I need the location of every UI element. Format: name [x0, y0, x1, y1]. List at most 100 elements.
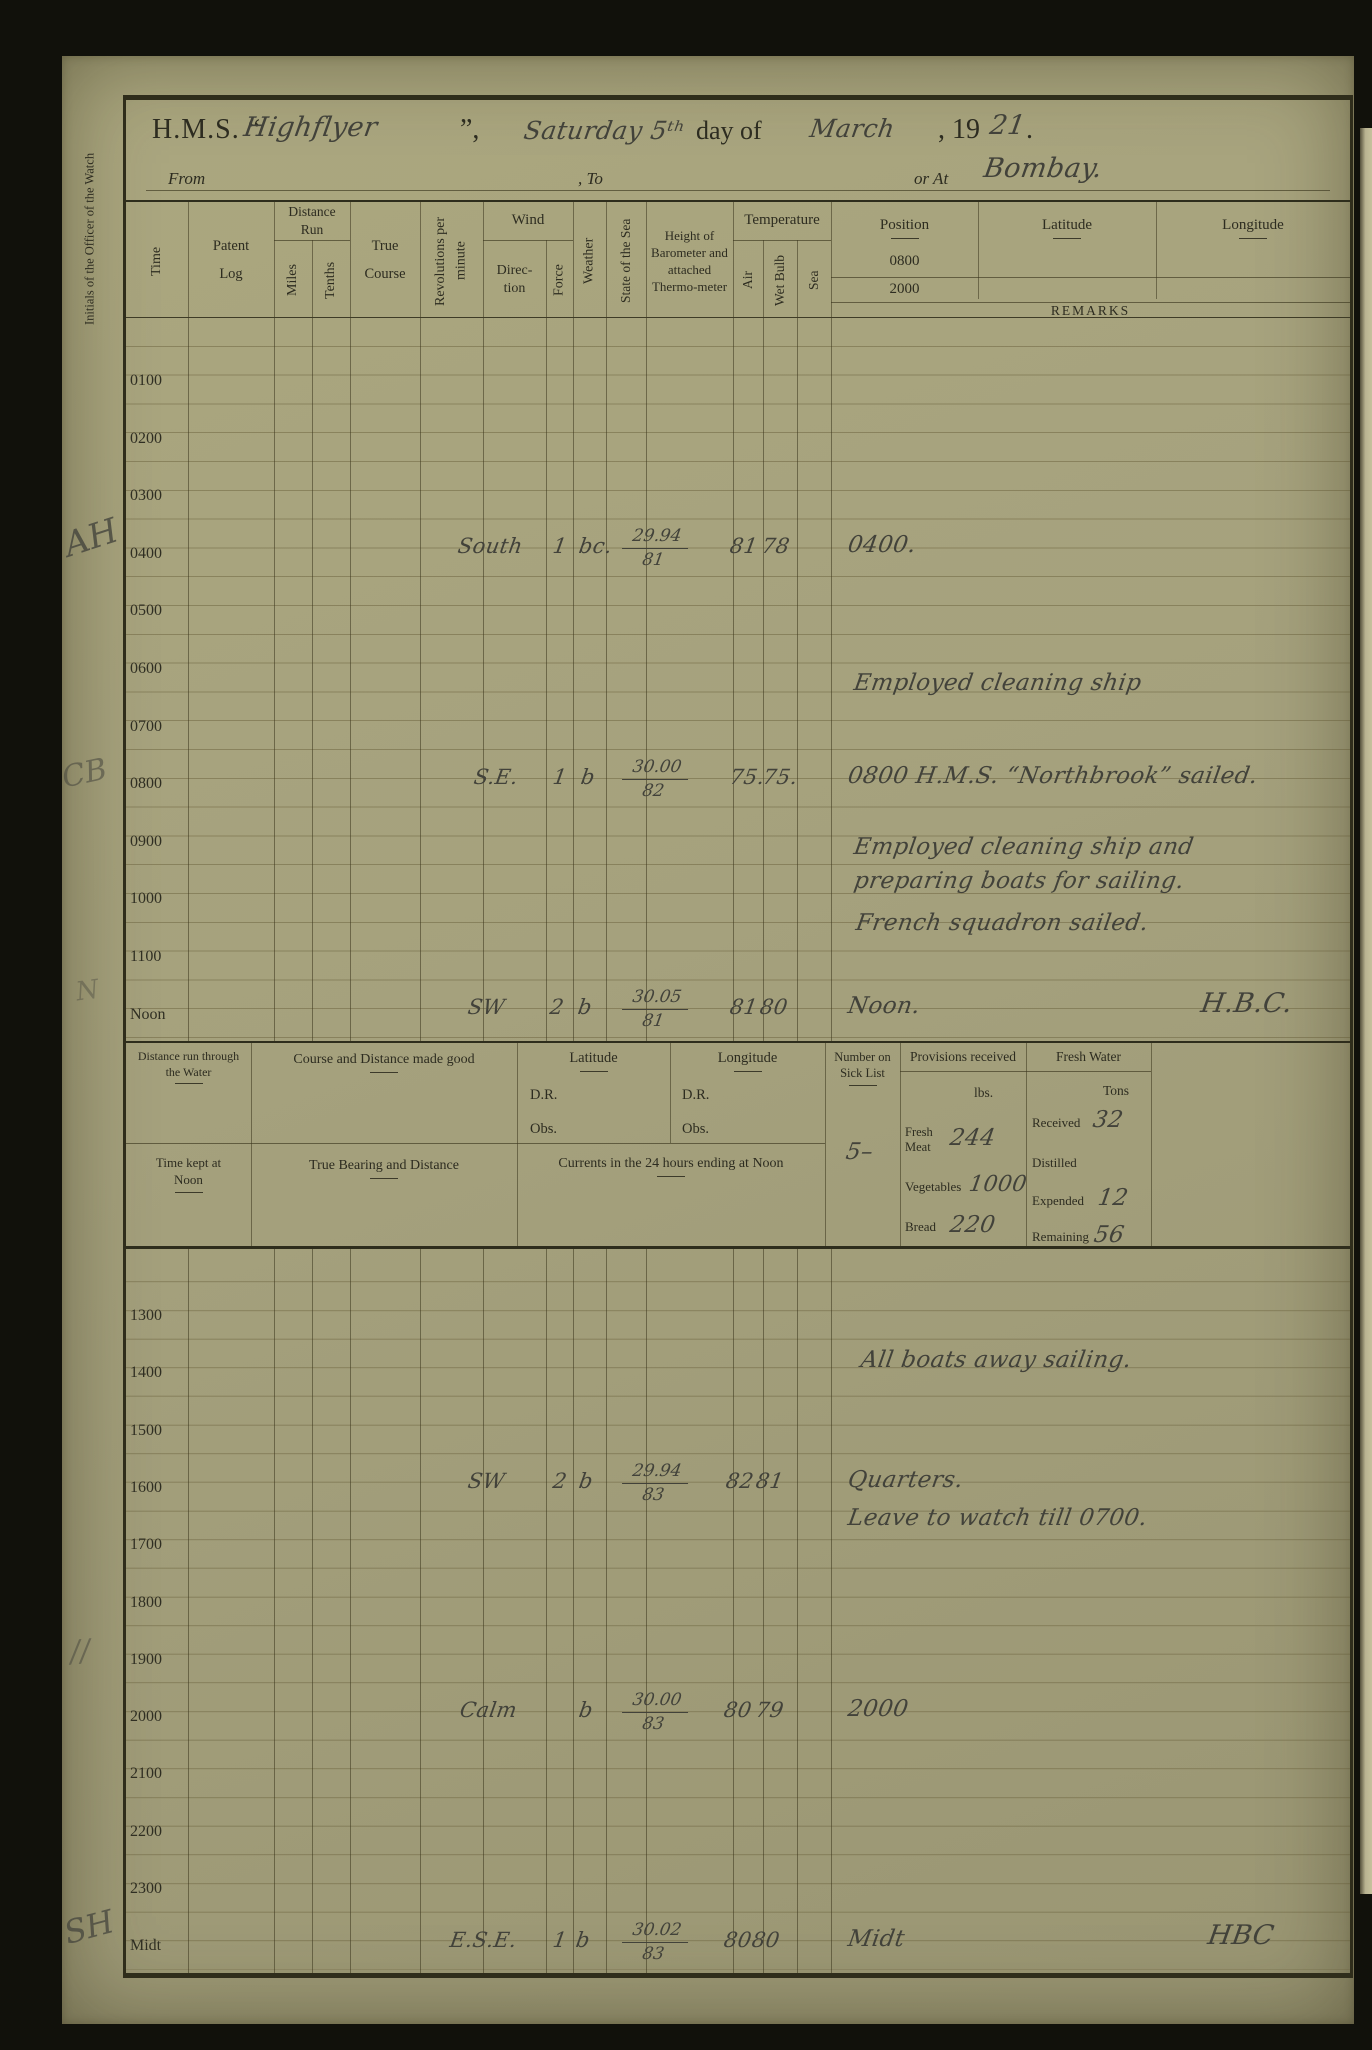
lbs-label: lbs.	[974, 1085, 994, 1100]
entry-1600-remark: Quarters.	[846, 1467, 966, 1493]
year-handwritten: 21	[987, 110, 1028, 141]
log-section-am: 0100 0200 0300 0400 0500 0600 0700 0800 …	[126, 318, 1350, 1041]
to-label: , To	[578, 169, 603, 188]
col-true-course: True Course	[364, 238, 406, 282]
time-label-1500: 1500	[130, 1422, 162, 1439]
expended-value: 12	[1096, 1185, 1131, 1211]
grid-line	[978, 202, 979, 299]
fromto-band: From , To or At Bombay.	[126, 153, 1350, 200]
grid-line	[831, 318, 832, 1041]
entry-1600-direction: SW	[466, 1469, 507, 1493]
grid-line	[420, 1249, 421, 1973]
col-position-2000: 2000	[889, 280, 920, 297]
entry-2000-direction: Calm	[458, 1698, 519, 1722]
col-weather: Weather	[581, 237, 597, 285]
entry-1600-air-temp: 82	[724, 1469, 756, 1493]
grid-line	[763, 1249, 764, 1973]
col-longitude: Longitude	[1156, 202, 1350, 247]
time-label-0900: 0900	[130, 833, 162, 850]
remark-0900-line2: preparing boats for sailing.	[852, 868, 1187, 894]
latitude-obs-label: Obs.	[530, 1121, 557, 1137]
grid-line	[900, 1043, 901, 1246]
col-temp-air: Air	[740, 271, 756, 289]
remark-1400: All boats away sailing.	[859, 1347, 1134, 1373]
grid-line	[350, 1249, 351, 1973]
header-rule-line	[146, 190, 1330, 191]
summary-distance-water: Distance run through the Water	[126, 1049, 251, 1084]
summary-true-bearing: True Bearing and Distance	[251, 1157, 517, 1179]
title-period: .	[1026, 114, 1033, 145]
margin-mark: SH	[59, 1902, 118, 1952]
entry-noon-wet-temp: 80	[758, 995, 790, 1019]
time-label-0300: 0300	[130, 487, 162, 504]
col-tenths: Tenths	[322, 261, 338, 299]
grid-line	[606, 202, 607, 317]
from-label: From	[168, 169, 206, 188]
log-section-pm: 1300 1400 1500 1600 1700 1800 1900 2000 …	[126, 1249, 1350, 1973]
entry-0400-air-temp: 81	[728, 534, 760, 558]
grid-line	[483, 202, 484, 317]
col-barometer: Height of Barometer and attached Thermo-…	[651, 227, 728, 295]
month-handwritten: March	[807, 114, 897, 143]
grid-line	[763, 318, 764, 1041]
quote-close: ”,	[460, 114, 480, 145]
col-remarks: REMARKS	[1050, 302, 1131, 318]
baro-bottom: 82	[640, 781, 666, 802]
grid-line	[420, 202, 421, 317]
grid-lines	[126, 1249, 1350, 1973]
time-label-midnight: Midt	[130, 1937, 162, 1954]
grid-lines	[126, 318, 1350, 1041]
baro-top: 30.02	[621, 1920, 692, 1944]
year-printed: , 19	[938, 114, 980, 145]
day-of-label: day of	[696, 116, 762, 145]
grid-line	[573, 1249, 574, 1973]
grid-line	[350, 318, 351, 1041]
grid-line	[797, 318, 798, 1041]
grid-line	[831, 277, 1350, 278]
col-miles: Miles	[284, 264, 300, 296]
noon-summary-band: Distance run through the Water Course an…	[126, 1041, 1350, 1249]
summary-time-kept: Time kept at Noon	[126, 1155, 251, 1193]
bread-label: Bread	[905, 1219, 937, 1234]
time-label-0700: 0700	[130, 718, 162, 735]
officer-initials-midnight: HBC	[1205, 1920, 1277, 1951]
officer-initials-column-label: Initials of the Officer of the Watch	[82, 152, 97, 326]
grid-line	[546, 1249, 547, 1973]
time-label-1800: 1800	[130, 1594, 162, 1611]
grid-line	[274, 240, 350, 241]
logbook-page: Initials of the Officer of the Watch AH …	[59, 56, 1354, 2024]
grid-line	[763, 240, 764, 317]
received-value: 32	[1091, 1107, 1126, 1133]
grid-line	[1156, 202, 1157, 299]
time-label-2100: 2100	[130, 1765, 162, 1782]
grid-line	[831, 202, 832, 317]
grid-line	[646, 1249, 647, 1973]
entry-1600-remark-line2: Leave to watch till 0700.	[846, 1505, 1150, 1531]
grid-line	[546, 240, 547, 317]
time-label-1900: 1900	[130, 1651, 162, 1668]
col-temperature: Temperature	[744, 212, 820, 229]
summary-currents: Currents in the 24 hours ending at Noon	[517, 1155, 825, 1177]
longitude-dr-label: D.R.	[682, 1087, 710, 1103]
provisions-header: Provisions received	[909, 1049, 1017, 1064]
ship-name-handwritten: Highflyer	[241, 112, 380, 143]
col-time: Time	[148, 246, 164, 276]
vegetables-label: Vegetables	[905, 1179, 962, 1194]
entry-0800-wet-temp: 75.	[761, 765, 800, 789]
grid-line	[483, 318, 484, 1041]
entry-1600-barometer: 29.94 83	[618, 1461, 692, 1507]
tons-label: Tons	[1103, 1083, 1130, 1098]
col-wind: Wind	[511, 212, 545, 229]
summary-course-made-good: Course and Distance made good	[251, 1051, 517, 1073]
fresh-meat-value: 244	[948, 1125, 998, 1151]
entry-midnight-air-temp: 80	[722, 1928, 754, 1952]
grid-line	[188, 318, 189, 1041]
grid-line	[670, 1043, 671, 1143]
entry-midnight-direction: E.S.E.	[448, 1928, 519, 1952]
time-label-1400: 1400	[130, 1364, 162, 1381]
time-label-0400: 0400	[130, 545, 162, 562]
grid-line	[517, 1043, 518, 1246]
time-label-2300: 2300	[130, 1880, 162, 1897]
time-label-0100: 0100	[130, 372, 162, 389]
grid-line	[797, 240, 798, 317]
